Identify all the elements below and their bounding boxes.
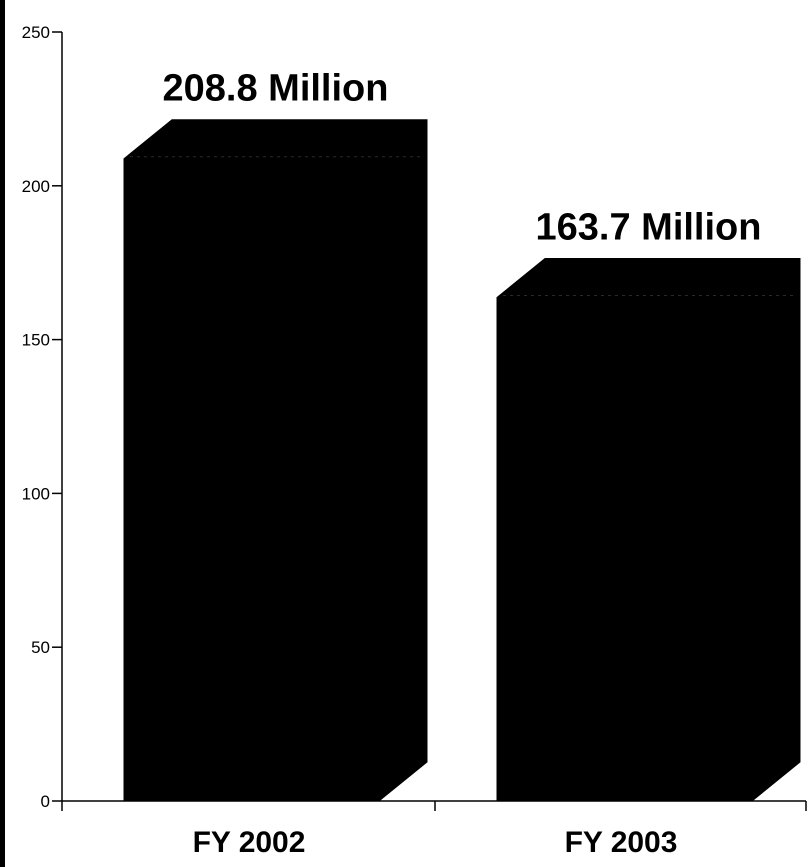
bar-2 [496, 257, 801, 802]
y-tick-label: 50 [31, 638, 50, 657]
y-tick-label: 250 [22, 23, 50, 42]
data-label: 208.8 Million [163, 68, 389, 110]
bar-shape [496, 257, 801, 802]
y-tick-label: 150 [22, 331, 50, 350]
left-border [0, 0, 5, 867]
y-tick-label: 0 [41, 792, 50, 811]
bar-shape [123, 119, 428, 802]
data-labels: 208.8 Million 163.7 Million [163, 68, 762, 249]
y-tick-label: 200 [22, 177, 50, 196]
y-tick-label: 100 [22, 484, 50, 503]
x-category-label: FY 2002 [193, 826, 306, 859]
x-axis: FY 2002 FY 2003 [61, 800, 807, 859]
y-axis: 0 50 100 150 200 250 [22, 23, 63, 811]
x-category-label: FY 2003 [565, 826, 678, 859]
bars [123, 119, 801, 802]
bar-1 [123, 119, 428, 802]
data-label: 163.7 Million [536, 206, 762, 248]
